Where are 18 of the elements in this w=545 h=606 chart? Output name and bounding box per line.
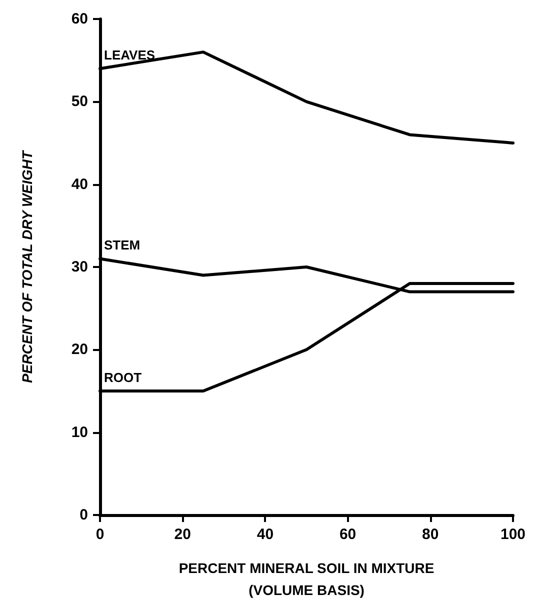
y-tick-label: 40 <box>71 176 88 193</box>
x-tick-label: 100 <box>500 526 526 543</box>
series-label: ROOT <box>104 370 142 385</box>
x-tick-label: 40 <box>256 526 274 543</box>
y-axis-title: PERCENT OF TOTAL DRY WEIGHT <box>19 150 35 384</box>
x-tick-label: 80 <box>422 526 439 543</box>
y-tick-label: 10 <box>71 424 88 441</box>
y-tick-label: 60 <box>71 10 88 28</box>
y-tick-label: 20 <box>71 341 88 358</box>
y-tick-label: 50 <box>71 93 88 110</box>
series-label: LEAVES <box>104 48 156 63</box>
y-tick-label: 0 <box>80 506 88 524</box>
y-tick-label: 30 <box>71 258 88 276</box>
x-tick-label: 0 <box>96 526 104 543</box>
x-axis-title: PERCENT MINERAL SOIL IN MIXTURE (VOLUME BASIS) <box>178 560 434 598</box>
x-tick-label: 60 <box>339 526 356 543</box>
series-label: STEM <box>104 238 140 253</box>
x-tick-label: 20 <box>174 526 191 543</box>
